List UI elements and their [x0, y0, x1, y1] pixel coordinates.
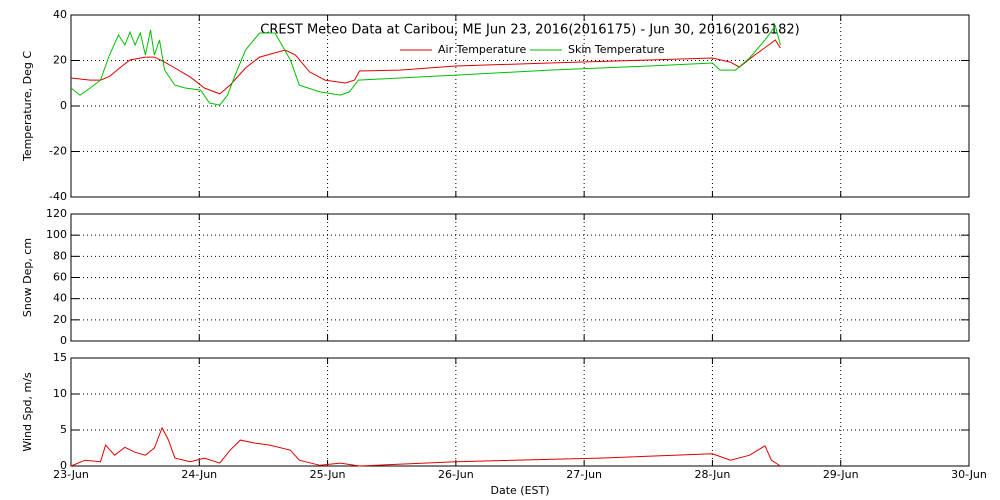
- y-tick-label: 120: [46, 207, 67, 220]
- y-tick-label: 20: [53, 54, 67, 67]
- data-line: [70, 39, 781, 95]
- y-tick-label: 15: [53, 351, 67, 364]
- y-tick-label: 10: [53, 387, 67, 400]
- y-tick-label: 0: [60, 99, 67, 112]
- x-tick-label: 27-Jun: [566, 468, 602, 481]
- y-tick-label: 20: [53, 313, 67, 326]
- x-tick-label: 30-Jun: [951, 468, 987, 481]
- y-tick-label: 40: [53, 8, 67, 21]
- y-tick-label: 80: [53, 249, 67, 262]
- x-axis-label: Date (EST): [490, 484, 549, 497]
- y-axis-label: Wind Spd, m/s: [21, 372, 34, 452]
- x-tick-label: 24-Jun: [181, 468, 217, 481]
- y-tick-label: 5: [60, 423, 67, 436]
- plot-frame: [70, 357, 970, 467]
- y-tick-label: 40: [53, 292, 67, 305]
- x-tick-label: 26-Jun: [438, 468, 474, 481]
- y-tick-label: -20: [49, 145, 67, 158]
- y-axis-label: Temperature, Deg C: [21, 51, 34, 162]
- data-line: [70, 24, 781, 106]
- legend-label: Skin Temperature: [568, 43, 665, 56]
- legend-label: Air Temperature: [438, 43, 527, 56]
- x-tick-label: 29-Jun: [823, 468, 859, 481]
- chart-title: CREST Meteo Data at Caribou, ME Jun 23, …: [260, 23, 799, 38]
- y-tick-label: 100: [46, 228, 67, 241]
- x-tick-label: 23-Jun: [53, 468, 89, 481]
- y-tick-label: -40: [49, 190, 67, 203]
- y-tick-label: 60: [53, 271, 67, 284]
- y-axis-label: Snow Dep, cm: [21, 238, 34, 317]
- x-tick-label: 25-Jun: [310, 468, 346, 481]
- data-line: [70, 426, 781, 467]
- x-tick-label: 28-Jun: [695, 468, 731, 481]
- y-tick-label: 0: [60, 459, 67, 472]
- y-tick-label: 0: [60, 334, 67, 347]
